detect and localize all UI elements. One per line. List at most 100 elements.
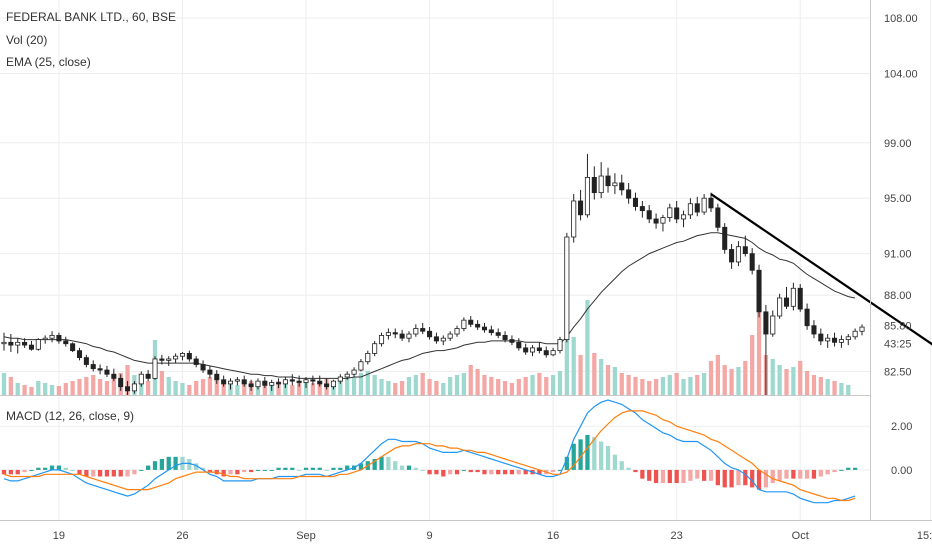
volume-bar: [667, 375, 672, 395]
volume-bar: [200, 379, 206, 395]
legend-macd[interactable]: MACD (12, 26, close, 9): [6, 409, 135, 423]
candle: [598, 162, 604, 199]
candle-body: [296, 380, 302, 383]
macd-histogram-bar: [825, 469, 830, 475]
volume-bar: [461, 373, 467, 395]
candle: [770, 310, 776, 337]
candle: [584, 153, 590, 218]
macd-histogram-bar: [235, 469, 240, 475]
candle: [8, 334, 14, 353]
volume-bar: [441, 383, 446, 395]
candle-body: [543, 350, 549, 356]
candle-body: [406, 333, 412, 339]
macd-axis[interactable]: 2.00 0.00: [891, 421, 912, 477]
candle: [550, 347, 556, 357]
volume-bar: [43, 383, 48, 395]
macd-histogram-bar: [461, 469, 467, 471]
volume-bar: [722, 365, 727, 395]
candle: [632, 192, 639, 211]
macd-histogram-bar: [839, 469, 844, 471]
volume-bar: [640, 379, 645, 395]
candle-body: [22, 341, 28, 346]
candle: [832, 332, 838, 347]
macd-histogram-bar: [427, 469, 432, 475]
macd-histogram-bar: [702, 469, 707, 481]
volume-bar: [173, 381, 178, 395]
candle-body: [152, 358, 158, 379]
macd-histogram-bar: [564, 456, 569, 470]
candle: [571, 194, 577, 243]
volume-bar: [530, 375, 535, 395]
macd-histogram-bar: [77, 469, 82, 475]
candle: [838, 335, 844, 348]
candle: [735, 241, 741, 267]
candle: [790, 282, 796, 311]
legend-symbol[interactable]: FEDERAL BANK LTD., 60, BSE: [6, 10, 177, 24]
candle-body: [118, 377, 124, 388]
candle-body: [646, 210, 652, 220]
candle: [118, 374, 124, 391]
volume-bar: [448, 377, 453, 395]
candle: [63, 336, 69, 347]
volume-bar: [15, 383, 20, 395]
macd-histogram-bar: [729, 469, 734, 488]
volume-bar: [242, 383, 247, 395]
candle: [337, 374, 343, 384]
candle-body: [701, 197, 707, 213]
macd-histogram-bar: [173, 456, 178, 470]
ema-line: [3, 232, 856, 379]
candle-body: [461, 319, 467, 329]
price-tick: 104.00: [884, 68, 918, 80]
macd-histogram-bar: [200, 467, 206, 470]
macd-tick: 0.00: [891, 465, 912, 477]
candle-body: [742, 246, 748, 255]
candle: [35, 338, 41, 351]
candle: [687, 198, 693, 219]
volume-bar: [818, 377, 823, 395]
volume-bar: [77, 379, 82, 395]
macd-histogram-bar: [207, 469, 213, 473]
macd-histogram-bar: [633, 469, 638, 473]
candle-body: [131, 383, 137, 392]
candle: [783, 286, 790, 310]
candle-body: [63, 340, 69, 345]
time-axis[interactable]: 19 26 Sep 9 16 23 Oct 15:15: [53, 530, 932, 542]
volume-bar: [338, 381, 343, 395]
candle: [729, 243, 735, 269]
candle-body: [825, 337, 831, 342]
volume-bar: [839, 383, 844, 395]
legend-ema[interactable]: EMA (25, close): [6, 55, 91, 69]
macd-histogram-bar: [592, 437, 597, 470]
volume-bar: [578, 355, 583, 395]
price-axis[interactable]: 108.00 104.00 99.00 95.00 91.00 88.00 85.80 82.…: [884, 13, 918, 378]
macd-histogram-bar: [818, 469, 823, 477]
candle: [413, 324, 419, 337]
candle: [420, 322, 426, 335]
candle: [852, 328, 858, 340]
macd-histogram-bar: [599, 441, 604, 470]
volume-bar: [695, 375, 700, 395]
macd-histogram-bar: [152, 461, 158, 470]
macd-histogram-bar: [674, 469, 679, 484]
candle: [303, 376, 309, 389]
candle-body: [770, 315, 776, 335]
candle-body: [756, 269, 762, 313]
candle: [742, 235, 748, 257]
macd-histogram-bar: [345, 465, 350, 470]
volume-bar: [97, 379, 103, 395]
candle: [454, 325, 460, 337]
macd-histogram-bar: [70, 469, 75, 471]
candle: [440, 335, 446, 346]
candle: [173, 353, 179, 364]
candle: [90, 360, 96, 372]
candle: [269, 379, 275, 391]
macd-histogram-bar: [537, 469, 542, 475]
volume-bar: [159, 371, 164, 395]
macd-histogram-bar: [228, 469, 233, 475]
legend-volume[interactable]: Vol (20): [6, 33, 48, 47]
trendline[interactable]: [710, 193, 932, 348]
candle: [516, 338, 522, 351]
macd-histogram-bar: [303, 467, 309, 470]
macd-histogram-bar: [290, 467, 295, 470]
